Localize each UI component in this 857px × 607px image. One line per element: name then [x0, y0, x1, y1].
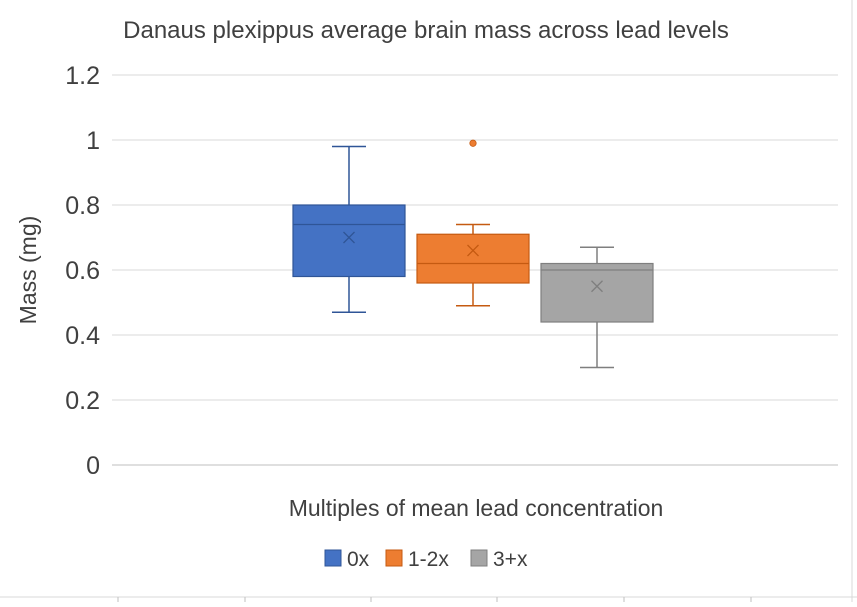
mean-marker	[467, 244, 479, 257]
legend-swatch	[470, 549, 488, 567]
y-axis-tick-labels: 0 0.2 0.4 0.6 0.8 1 1.2	[65, 62, 100, 480]
sheet-ruler-ticks	[117, 597, 752, 602]
legend-label: 1-2x	[408, 548, 449, 571]
box-series-1-2x	[416, 139, 530, 307]
y-tick-label: 0.4	[65, 322, 100, 350]
chart-title: Danaus plexippus average brain mass acro…	[123, 17, 729, 44]
iqr-box	[416, 233, 530, 284]
y-axis-title: Mass (mg)	[15, 216, 41, 325]
y-tick-label: 1	[86, 127, 100, 155]
iqr-box	[540, 262, 654, 323]
box-series-3+x	[540, 246, 654, 369]
y-tick-label: 0.2	[65, 387, 100, 415]
outlier-point	[469, 139, 477, 147]
boxes	[292, 139, 654, 369]
legend: 0x 1-2x 3+x	[324, 548, 528, 571]
iqr-box	[292, 204, 406, 278]
x-axis-title: Multiples of mean lead concentration	[289, 495, 664, 521]
y-tick-label: 0.8	[65, 192, 100, 220]
legend-label: 3+x	[493, 548, 528, 571]
y-tick-label: 1.2	[65, 62, 100, 90]
legend-swatch	[324, 549, 342, 567]
legend-swatch	[385, 549, 403, 567]
legend-label: 0x	[347, 548, 370, 571]
y-tick-label: 0	[86, 452, 100, 480]
y-tick-label: 0.6	[65, 257, 100, 285]
mean-marker	[343, 231, 355, 244]
box-series-0x	[292, 145, 406, 313]
mean-marker	[591, 280, 603, 293]
